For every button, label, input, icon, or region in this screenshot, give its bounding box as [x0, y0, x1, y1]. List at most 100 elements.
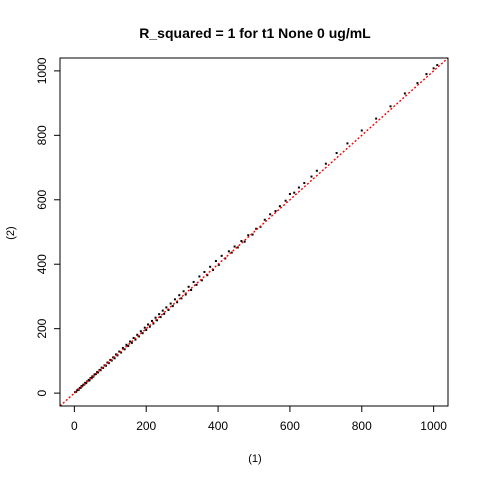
data-point — [236, 246, 239, 249]
data-point — [310, 175, 313, 178]
data-point — [346, 142, 349, 145]
data-point — [123, 348, 126, 351]
data-point — [360, 129, 363, 132]
data-point — [136, 333, 139, 336]
data-point — [263, 218, 266, 221]
data-point — [195, 283, 198, 286]
data-point — [112, 356, 115, 359]
data-point — [158, 313, 161, 316]
data-point — [90, 377, 93, 380]
data-point — [187, 285, 190, 288]
data-point — [217, 263, 220, 266]
data-point — [425, 73, 428, 76]
data-point — [416, 82, 419, 85]
data-point — [182, 290, 185, 293]
data-point — [82, 383, 85, 386]
data-point — [176, 301, 179, 304]
data-point — [200, 279, 203, 282]
data-point — [198, 275, 201, 278]
data-point — [161, 309, 164, 312]
data-point — [145, 328, 148, 331]
y-tick-label: 1000 — [35, 57, 49, 84]
y-tick-label: 600 — [35, 189, 49, 209]
x-tick-label: 1000 — [420, 419, 447, 433]
data-point — [214, 260, 217, 262]
data-point — [165, 306, 168, 309]
data-point — [247, 234, 250, 237]
data-point — [233, 245, 236, 248]
data-point — [163, 312, 166, 315]
x-tick-label: 200 — [136, 419, 156, 433]
data-point — [206, 274, 209, 277]
x-axis-label: (1) — [248, 453, 261, 465]
data-point — [115, 353, 118, 356]
data-point — [375, 117, 378, 120]
data-point — [178, 294, 181, 297]
data-point — [167, 308, 170, 311]
data-point — [110, 359, 113, 362]
data-point — [147, 323, 150, 326]
data-point — [139, 330, 142, 333]
data-point — [389, 105, 392, 108]
data-point — [154, 316, 157, 319]
data-point — [152, 322, 155, 325]
data-point — [288, 192, 291, 195]
data-point — [284, 199, 287, 202]
data-point — [113, 357, 116, 360]
data-point — [116, 354, 119, 357]
data-point — [130, 341, 133, 344]
plot-area — [59, 57, 449, 407]
data-point — [150, 319, 153, 322]
data-point — [335, 152, 338, 155]
data-point — [78, 386, 81, 389]
data-point — [209, 265, 212, 268]
reference-line — [59, 57, 449, 407]
data-point — [190, 289, 193, 291]
chart-title: R_squared = 1 for t1 None 0 ug/mL — [139, 25, 371, 41]
x-axis: 0 200 400 600 800 1000 — [71, 406, 447, 433]
data-point — [269, 213, 272, 216]
data-point — [220, 254, 223, 257]
data-point — [251, 233, 254, 236]
data-point — [255, 227, 258, 230]
data-point — [106, 361, 109, 364]
y-tick-label: 400 — [35, 254, 49, 274]
points-layer — [74, 64, 439, 394]
plot-border — [59, 57, 449, 407]
data-point — [203, 270, 206, 273]
data-point — [132, 337, 135, 340]
data-point — [403, 92, 406, 95]
y-tick-label: 0 — [35, 389, 49, 396]
x-tick-label: 400 — [208, 419, 228, 433]
y-tick-label: 800 — [35, 125, 49, 145]
data-point — [324, 162, 327, 165]
data-point — [109, 358, 112, 361]
data-point — [293, 191, 296, 194]
data-point — [125, 343, 128, 346]
data-point — [436, 64, 439, 67]
data-point — [141, 332, 144, 335]
data-point — [85, 382, 88, 385]
y-axis-label: (2) — [5, 226, 17, 239]
data-point — [118, 350, 121, 353]
data-point — [240, 240, 243, 243]
data-point — [96, 371, 99, 374]
data-point — [104, 364, 107, 367]
data-point — [138, 335, 141, 338]
data-point — [171, 305, 174, 308]
data-point — [129, 340, 132, 343]
x-tick-label: 0 — [71, 419, 78, 433]
data-point — [278, 205, 281, 208]
data-point — [93, 373, 96, 376]
data-point — [127, 345, 130, 348]
data-point — [230, 251, 233, 254]
data-point — [99, 369, 102, 372]
data-point — [156, 319, 158, 322]
data-point — [243, 240, 246, 243]
data-point — [212, 269, 215, 272]
data-point — [134, 338, 137, 341]
y-axis: 0 200 400 600 800 1000 — [35, 57, 60, 396]
data-point — [97, 371, 100, 374]
x-tick-label: 600 — [280, 419, 300, 433]
